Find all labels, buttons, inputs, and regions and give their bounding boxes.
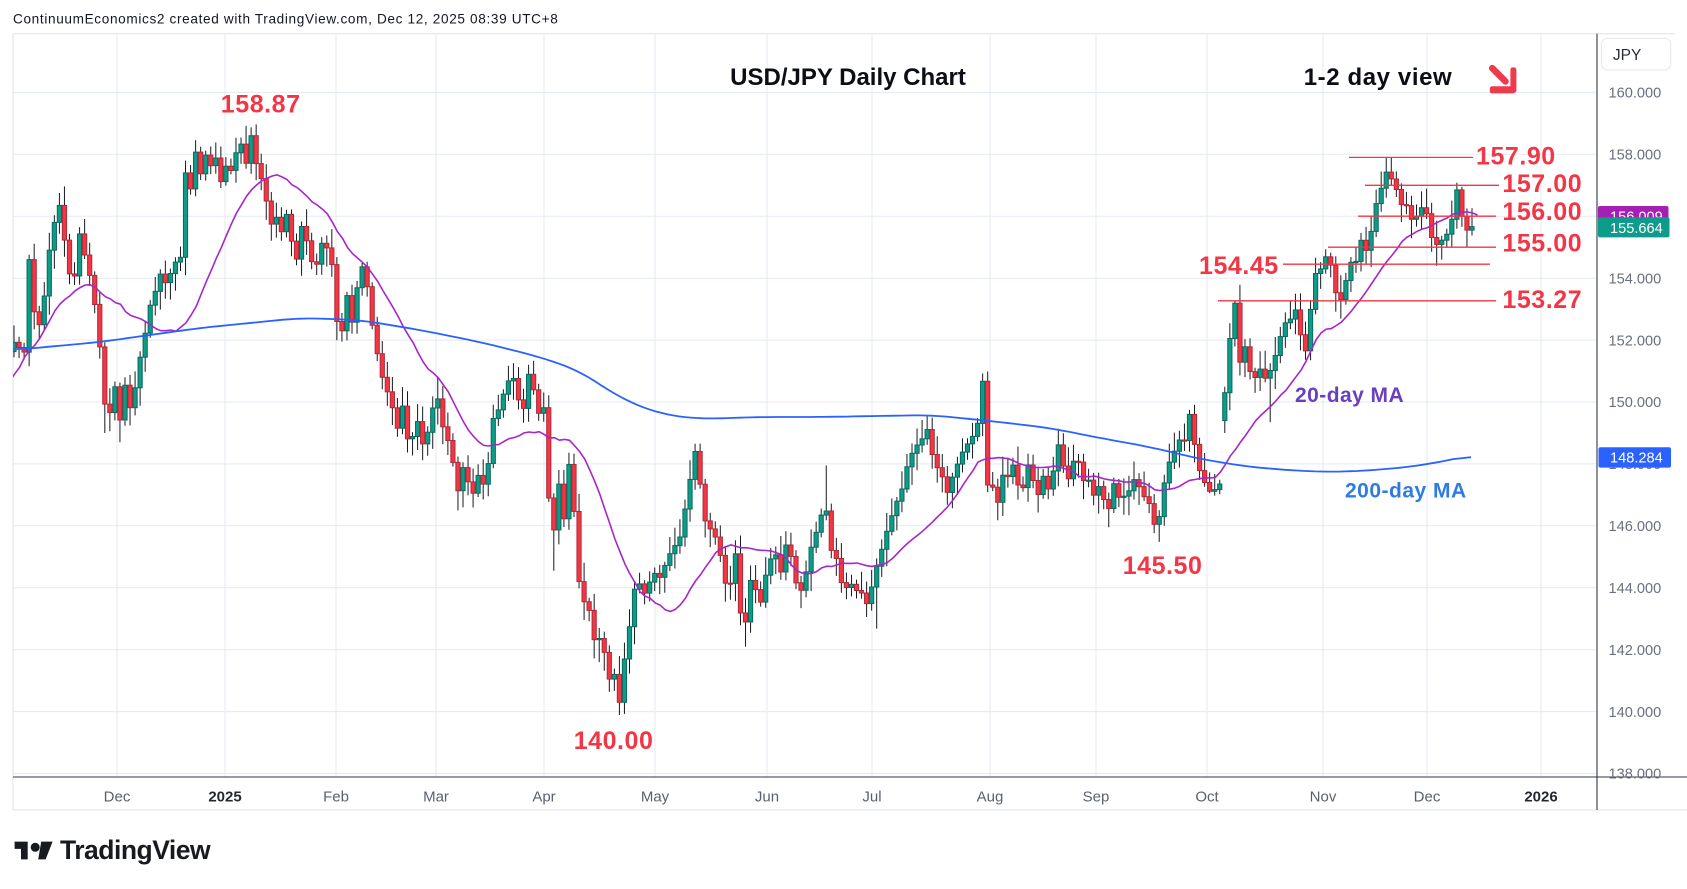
- svg-text:1-2 day view: 1-2 day view: [1304, 64, 1453, 91]
- svg-text:156.00: 156.00: [1502, 198, 1582, 226]
- svg-text:2025: 2025: [208, 789, 241, 806]
- svg-text:158.87: 158.87: [221, 91, 301, 119]
- svg-text:Aug: Aug: [977, 789, 1004, 806]
- svg-text:155.664: 155.664: [1610, 221, 1663, 237]
- svg-text:USD/JPY Daily Chart: USD/JPY Daily Chart: [730, 64, 966, 91]
- svg-text:Dec: Dec: [104, 789, 131, 806]
- svg-text:2026: 2026: [1524, 789, 1557, 806]
- svg-text:157.90: 157.90: [1476, 143, 1556, 171]
- svg-text:158.000: 158.000: [1609, 148, 1662, 164]
- svg-text:TradingView: TradingView: [60, 835, 211, 865]
- svg-text:154.000: 154.000: [1609, 271, 1662, 287]
- svg-text:Jul: Jul: [862, 789, 881, 806]
- svg-text:JPY: JPY: [1613, 47, 1641, 64]
- svg-text:148.284: 148.284: [1610, 450, 1663, 466]
- svg-text:145.50: 145.50: [1123, 552, 1203, 580]
- svg-text:Oct: Oct: [1195, 789, 1219, 806]
- svg-text:157.00: 157.00: [1502, 170, 1582, 198]
- svg-text:May: May: [641, 789, 670, 806]
- svg-text:Sep: Sep: [1083, 789, 1110, 806]
- svg-text:200-day MA: 200-day MA: [1345, 480, 1467, 503]
- svg-text:146.000: 146.000: [1609, 519, 1662, 535]
- svg-text:142.000: 142.000: [1609, 643, 1662, 659]
- svg-text:140.00: 140.00: [574, 727, 654, 755]
- svg-text:20-day MA: 20-day MA: [1295, 384, 1404, 407]
- svg-text:Mar: Mar: [423, 789, 449, 806]
- svg-text:144.000: 144.000: [1609, 581, 1662, 597]
- svg-text:ContinuumEconomics2 created wi: ContinuumEconomics2 created with Trading…: [13, 12, 558, 27]
- svg-text:152.000: 152.000: [1609, 333, 1662, 349]
- svg-text:150.000: 150.000: [1609, 395, 1662, 411]
- svg-text:153.27: 153.27: [1502, 286, 1582, 314]
- svg-text:Dec: Dec: [1414, 789, 1441, 806]
- svg-text:154.45: 154.45: [1199, 252, 1279, 280]
- svg-text:160.000: 160.000: [1609, 86, 1662, 102]
- svg-text:155.00: 155.00: [1502, 229, 1582, 257]
- svg-text:Jun: Jun: [755, 789, 779, 806]
- svg-text:Apr: Apr: [532, 789, 555, 806]
- svg-text:140.000: 140.000: [1609, 705, 1662, 721]
- svg-text:138.000: 138.000: [1609, 767, 1662, 783]
- svg-text:Nov: Nov: [1310, 789, 1337, 806]
- svg-text:Feb: Feb: [323, 789, 349, 806]
